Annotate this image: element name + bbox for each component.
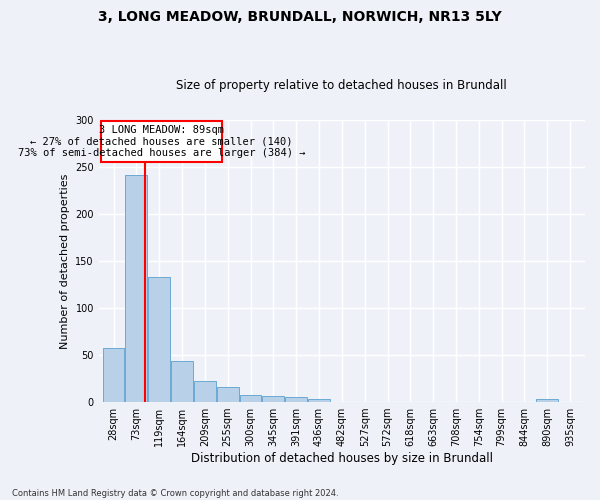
- Bar: [171, 360, 193, 402]
- Text: 3 LONG MEADOW: 89sqm: 3 LONG MEADOW: 89sqm: [99, 126, 224, 136]
- Bar: [103, 348, 124, 402]
- Y-axis label: Number of detached properties: Number of detached properties: [59, 173, 70, 348]
- Text: Contains HM Land Registry data © Crown copyright and database right 2024.: Contains HM Land Registry data © Crown c…: [12, 488, 338, 498]
- Bar: [308, 400, 330, 402]
- Bar: [217, 387, 239, 402]
- Bar: [536, 400, 558, 402]
- Bar: [262, 396, 284, 402]
- Text: ← 27% of detached houses are smaller (140): ← 27% of detached houses are smaller (14…: [30, 136, 293, 146]
- Bar: [194, 382, 216, 402]
- Bar: [285, 398, 307, 402]
- Bar: [101, 122, 222, 162]
- Text: 3, LONG MEADOW, BRUNDALL, NORWICH, NR13 5LY: 3, LONG MEADOW, BRUNDALL, NORWICH, NR13 …: [98, 10, 502, 24]
- X-axis label: Distribution of detached houses by size in Brundall: Distribution of detached houses by size …: [191, 452, 493, 465]
- Bar: [239, 396, 262, 402]
- Text: 73% of semi-detached houses are larger (384) →: 73% of semi-detached houses are larger (…: [18, 148, 305, 158]
- Title: Size of property relative to detached houses in Brundall: Size of property relative to detached ho…: [176, 79, 507, 92]
- Bar: [148, 277, 170, 402]
- Bar: [125, 175, 147, 402]
